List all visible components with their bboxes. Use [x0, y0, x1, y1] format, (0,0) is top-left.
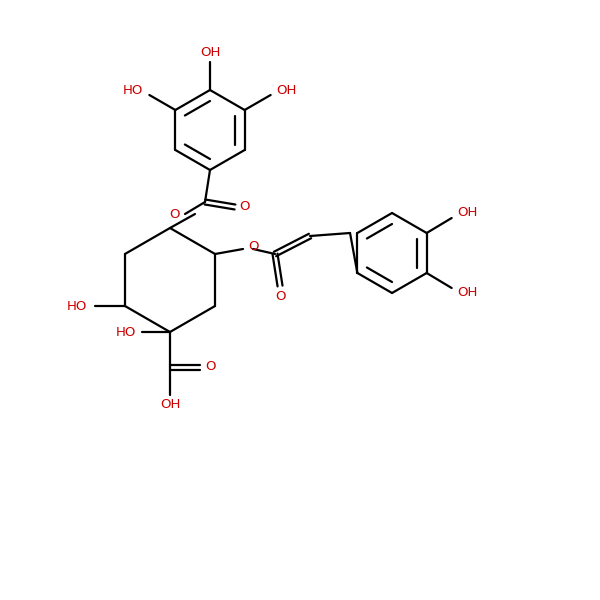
Text: HO: HO — [116, 325, 136, 338]
Text: O: O — [240, 200, 250, 214]
Text: OH: OH — [160, 398, 180, 412]
Text: O: O — [170, 208, 180, 220]
Text: O: O — [275, 290, 285, 304]
Text: OH: OH — [457, 286, 478, 299]
Text: HO: HO — [123, 83, 143, 97]
Text: OH: OH — [277, 83, 297, 97]
Text: O: O — [205, 361, 215, 373]
Text: HO: HO — [67, 299, 87, 313]
Text: OH: OH — [457, 206, 478, 220]
Text: OH: OH — [200, 46, 220, 58]
Text: O: O — [248, 241, 258, 253]
